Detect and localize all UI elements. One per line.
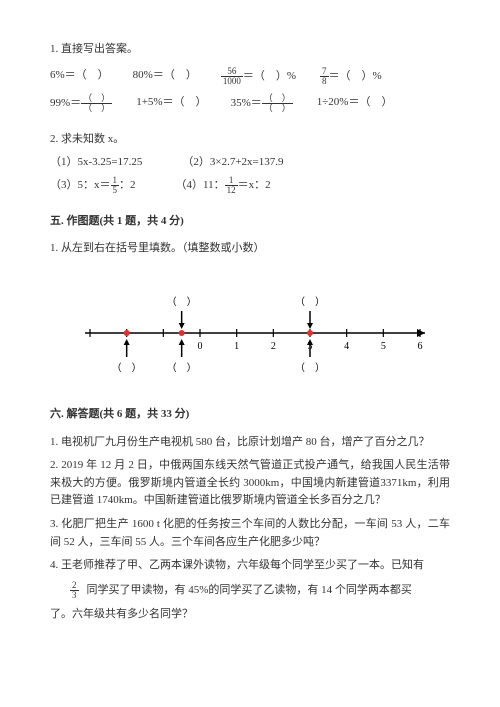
section6-heading: 六. 解答题(共 6 题，共 33 分) xyxy=(50,406,450,424)
sec6-q4a: 4. 王老师推荐了甲、乙两本课外读物，六年级每个同学至少买了一本。已知有 xyxy=(50,557,450,575)
q1-row2: 99%＝（ ）（ ） 1+5%＝（ ） 35%＝（ ）（ ） 1÷20%＝（ ） xyxy=(50,94,450,113)
q1r1a: 6%＝（ ） xyxy=(50,67,109,86)
svg-text:（ ）: （ ） xyxy=(295,296,325,308)
svg-text:2: 2 xyxy=(271,341,276,352)
q2-4: （4）11：112＝x：2 xyxy=(176,176,271,195)
svg-text:0: 0 xyxy=(198,341,203,352)
blank-frac-2: （ ）（ ） xyxy=(262,94,293,113)
q2-1: （1）5x-3.25=17.25 xyxy=(50,154,142,172)
q1r2a: 99%＝（ ）（ ） xyxy=(50,94,112,113)
q1r1b: 80%＝（ ） xyxy=(133,67,197,86)
q1-row1: 6%＝（ ） 80%＝（ ） 561000＝（ ）% 78＝（ ）% xyxy=(50,67,450,86)
q1r1d: 78＝（ ）% xyxy=(320,67,382,86)
blank-frac-1: （ ）（ ） xyxy=(81,94,112,113)
sec6-q4b: 23同学买了甲读物，有 45%的同学买了乙读物，有 14 个同学两本都买 xyxy=(50,581,450,600)
svg-text:6: 6 xyxy=(418,341,423,352)
svg-text:4: 4 xyxy=(344,341,349,352)
q1-title: 1. 直接写出答案。 xyxy=(50,41,450,59)
svg-text:5: 5 xyxy=(381,341,386,352)
sec6-q4c: 了。六年级共有多少名同学？ xyxy=(50,606,450,624)
sec5-q1: 1. 从左到右在括号里填数。（填整数或小数） xyxy=(50,240,450,258)
svg-text:（ ）: （ ） xyxy=(167,362,197,374)
q2-2: （2）3×2.7+2x=137.9 xyxy=(182,154,283,172)
q1r2d: 1÷20%＝（ ） xyxy=(317,94,393,113)
q1r2c: 35%＝（ ）（ ） xyxy=(231,94,293,113)
q1r1c: 561000＝（ ）% xyxy=(221,67,296,86)
q2-row1: （1）5x-3.25=17.25 （2）3×2.7+2x=137.9 xyxy=(50,154,450,172)
svg-text:1: 1 xyxy=(234,341,239,352)
svg-text:（ ）: （ ） xyxy=(295,362,325,374)
number-line: 0123456（ ）（ ）（ ）（ ）（ ） xyxy=(60,268,440,388)
frac-2-3: 23 xyxy=(70,581,79,600)
q2-3: （3）5：x＝15：2 xyxy=(50,176,136,195)
q1r2b: 1+5%＝（ ） xyxy=(136,94,206,113)
svg-text:（ ）: （ ） xyxy=(112,362,142,374)
q2-row2: （3）5：x＝15：2 （4）11：112＝x：2 xyxy=(50,176,450,195)
sec6-q1: 1. 电视机厂九月份生产电视机 580 台，比原计划增产 80 台，增产了百分之… xyxy=(50,434,450,452)
section5-heading: 五. 作图题(共 1 题，共 4 分) xyxy=(50,213,450,231)
sec6-q3: 3. 化肥厂把生产 1600 t 化肥的任务按三个车间的人数比分配，一车间 53… xyxy=(50,516,450,551)
frac-7-8: 78 xyxy=(320,67,329,86)
q2-title: 2. 求未知数 x。 xyxy=(50,131,450,149)
sec6-q2: 2. 2019 年 12 月 2 日，中俄两国东线天然气管道正式投产通气，给我国… xyxy=(50,457,450,510)
svg-text:（ ）: （ ） xyxy=(167,296,197,308)
frac-56-1000: 561000 xyxy=(221,67,243,86)
